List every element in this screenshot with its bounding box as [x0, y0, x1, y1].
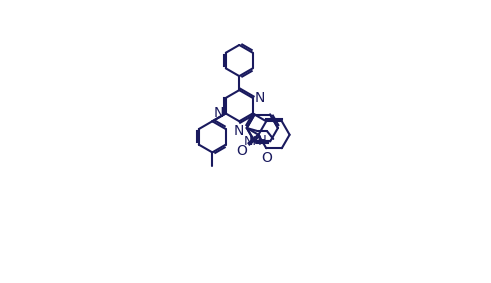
Text: NH: NH — [244, 135, 262, 148]
Text: N: N — [214, 106, 224, 121]
Text: N: N — [234, 124, 245, 138]
Text: NH: NH — [248, 134, 267, 147]
Text: O: O — [236, 145, 247, 158]
Text: N: N — [255, 91, 265, 105]
Text: O: O — [261, 151, 272, 165]
